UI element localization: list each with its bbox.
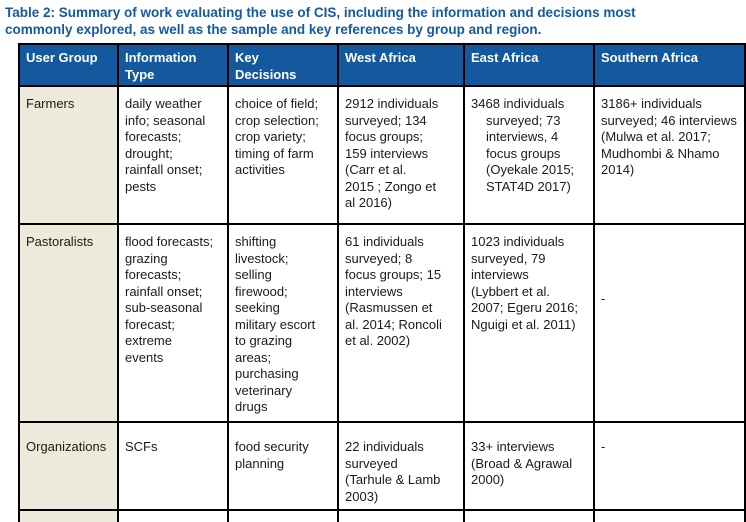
header-cell-information-type: Information Type [117, 43, 229, 87]
header-cell-west-africa: West Africa [337, 43, 465, 87]
header-cell-key-decisions: Key Decisions [227, 43, 339, 87]
cell-farmers-group: Farmers [18, 85, 119, 225]
cell-pastoralists-key-decisions: shifting livestock; selling firewood; se… [227, 223, 339, 423]
cell-farmers-southern-africa: 3186+ individuals surveyed; 46 interview… [593, 85, 746, 225]
cell-farmers-east-africa: 3468 individuals surveyed; 73 interviews… [463, 85, 595, 225]
table-row-organizations: Organizations SCFs food security plannin… [18, 421, 746, 511]
document-page: Table 2: Summary of work evaluating the … [0, 4, 746, 522]
cell-partial-key-decisions [227, 509, 339, 522]
cell-farmers-west-africa: 2912 individuals surveyed; 134 focus gro… [337, 85, 465, 225]
header-cell-user-group: User Group [18, 43, 119, 87]
cell-partial-information-type [117, 509, 229, 522]
header-row: User Group Information Type Key Decision… [18, 43, 746, 87]
cell-organizations-group: Organizations [18, 421, 119, 511]
header-cell-east-africa: East Africa [463, 43, 595, 87]
cell-farmers-key-decisions: choice of field; crop selection; crop va… [227, 85, 339, 225]
cell-pastoralists-west-africa: 61 individuals surveyed; 8 focus groups;… [337, 223, 465, 423]
cell-farmers-information-type: daily weather info; seasonal forecasts; … [117, 85, 229, 225]
cis-summary-table: User Group Information Type Key Decision… [18, 43, 746, 522]
cell-organizations-information-type: SCFs [117, 421, 229, 511]
table-row-partial [18, 509, 746, 522]
cell-partial-group [18, 509, 119, 522]
cell-organizations-southern-africa: - [593, 421, 746, 511]
cell-pastoralists-information-type: flood forecasts; grazing forecasts; rain… [117, 223, 229, 423]
cell-partial-east-africa [463, 509, 595, 522]
table-row-farmers: Farmers daily weather info; seasonal for… [18, 85, 746, 225]
cell-pastoralists-group: Pastoralists [18, 223, 119, 423]
cell-organizations-west-africa: 22 individuals surveyed (Tarhule & Lamb … [337, 421, 465, 511]
cell-partial-southern-africa [593, 509, 746, 522]
header-cell-southern-africa: Southern Africa [593, 43, 746, 87]
cell-organizations-key-decisions: food security planning [227, 421, 339, 511]
table-caption: Table 2: Summary of work evaluating the … [5, 5, 636, 37]
cell-organizations-east-africa: 33+ interviews (Broad & Agrawal 2000) [463, 421, 595, 511]
cell-partial-west-africa [337, 509, 465, 522]
table-row-pastoralists: Pastoralists flood forecasts; grazing fo… [18, 223, 746, 423]
cell-pastoralists-east-africa: 1023 individuals surveyed, 79 interviews… [463, 223, 595, 423]
cell-pastoralists-southern-africa: - [593, 223, 746, 423]
